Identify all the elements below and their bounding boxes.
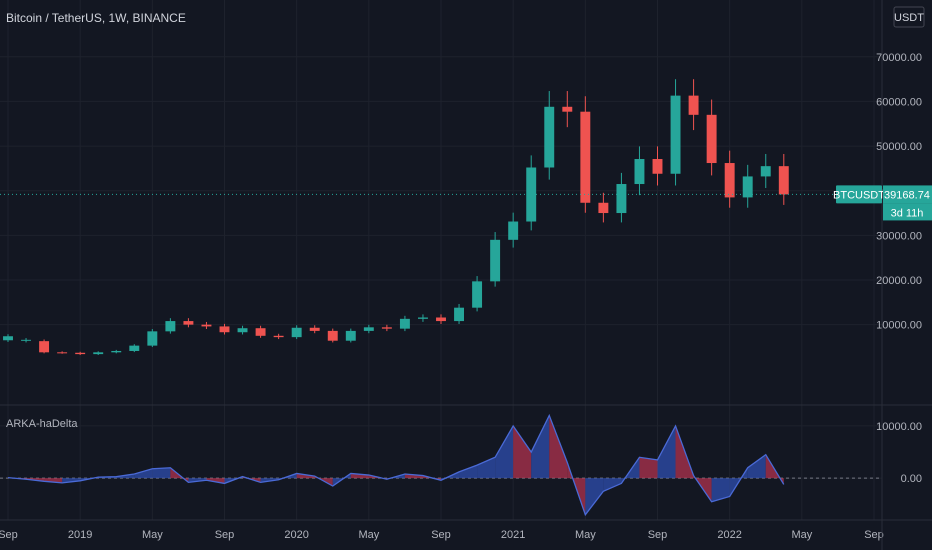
candle-body	[147, 331, 158, 346]
currency-label: USDT	[894, 12, 924, 24]
countdown-badge	[883, 203, 932, 221]
delta-area-segment	[513, 425, 532, 479]
axes: Sep 2019 May Sep 2020 May Sep 2021 May Sep 2022 May…	[0, 52, 922, 541]
delta-line	[7, 413, 785, 517]
delta-area-segment	[531, 415, 550, 479]
price-tick-label: 70000.00	[876, 52, 922, 64]
time-tick-label: 2019	[68, 529, 92, 541]
last-price-badge	[883, 185, 932, 204]
delta-area-segment	[549, 415, 568, 479]
candle-body	[724, 163, 735, 198]
price-tick-label: 30000.00	[876, 230, 922, 242]
indicator-title[interactable]: ARKA-haDelta	[6, 418, 78, 430]
delta-area-segment	[711, 478, 730, 502]
symbol-title[interactable]: Bitcoin / TetherUS, 1W, BINANCE	[6, 11, 186, 25]
candle-body	[580, 111, 591, 203]
price-tick-label: 20000.00	[876, 275, 922, 287]
candle-body	[544, 106, 555, 168]
candle-body	[255, 328, 266, 336]
grid	[0, 0, 882, 520]
candle-body	[778, 166, 789, 195]
indicator-tick-label: 0.00	[901, 473, 922, 485]
candle-body	[508, 221, 519, 240]
time-tick-label: May	[142, 529, 163, 541]
candle-body	[345, 330, 356, 341]
candle-body	[111, 350, 122, 353]
candle-body	[652, 159, 663, 174]
time-tick-label: Sep	[431, 529, 451, 541]
delta-area-segment	[585, 478, 604, 515]
candle-body	[399, 318, 410, 329]
candle-body	[273, 335, 284, 338]
price-tick-label: 50000.00	[876, 141, 922, 153]
candle-body	[760, 166, 771, 177]
candle-body	[454, 307, 465, 322]
candle-body	[742, 176, 753, 198]
candlestick-series	[0, 79, 882, 356]
candle-body	[201, 324, 212, 327]
indicator-tick-label: 10000.00	[876, 421, 922, 433]
time-tick-label: Sep	[648, 529, 668, 541]
time-tick-label: May	[575, 529, 596, 541]
candle-body	[616, 184, 627, 214]
candle-body	[562, 106, 573, 112]
time-tick-label: 2022	[717, 529, 741, 541]
candle-body	[417, 317, 428, 319]
currency-button[interactable]: USDT	[893, 6, 925, 28]
candle-body	[526, 167, 537, 222]
symbol-badge-label: BTCUSDT	[833, 189, 885, 201]
candle-body	[21, 339, 32, 341]
candle-body	[3, 336, 13, 341]
candle-body	[706, 114, 717, 164]
delta-area-segment	[459, 465, 478, 479]
candle-body	[57, 352, 68, 354]
candle-body	[93, 352, 104, 355]
candle-body	[309, 327, 320, 331]
time-tick-label: 2021	[501, 529, 525, 541]
delta-area-segment	[404, 474, 423, 479]
candle-body	[381, 327, 392, 329]
delta-area-segment	[152, 467, 171, 479]
candle-body	[75, 352, 86, 355]
time-tick-label: Sep	[215, 529, 235, 541]
price-tick-label: 10000.00	[876, 320, 922, 332]
candle-body	[165, 321, 176, 332]
candle-body	[670, 95, 681, 174]
price-tick-label: 60000.00	[876, 96, 922, 108]
time-tick-label: May	[358, 529, 379, 541]
candle-body	[219, 326, 230, 333]
candle-body	[634, 159, 645, 185]
candle-body	[598, 202, 609, 214]
candle-body	[327, 330, 338, 341]
time-tick-label: Sep	[0, 529, 18, 541]
delta-area-segment	[134, 468, 153, 479]
time-tick-label: Sep	[864, 529, 884, 541]
candle-body	[688, 95, 699, 115]
candle-body	[183, 321, 194, 325]
delta-area-segment	[495, 425, 514, 479]
candle-body	[472, 281, 483, 308]
delta-area-segment	[477, 457, 496, 479]
symbol-badge	[836, 185, 882, 204]
time-tick-label: May	[791, 529, 812, 541]
candle-body	[237, 328, 248, 333]
candle-body	[129, 345, 140, 351]
delta-area-segment	[639, 457, 658, 479]
candle-body	[436, 317, 446, 322]
candle-body	[363, 327, 374, 331]
last-price-label: 39168.74	[884, 189, 930, 201]
countdown-label: 3d 11h	[891, 207, 924, 219]
delta-area-segment	[603, 478, 622, 492]
candle-body	[39, 341, 50, 353]
indicator-pane	[0, 413, 882, 517]
price-badges: BTCUSDT 39168.74 3d 11h	[833, 185, 932, 221]
delta-area-segment	[657, 425, 676, 479]
candle-body	[490, 239, 501, 282]
candle-body	[291, 327, 302, 338]
time-tick-label: 2020	[284, 529, 308, 541]
delta-area-segment	[747, 454, 766, 479]
